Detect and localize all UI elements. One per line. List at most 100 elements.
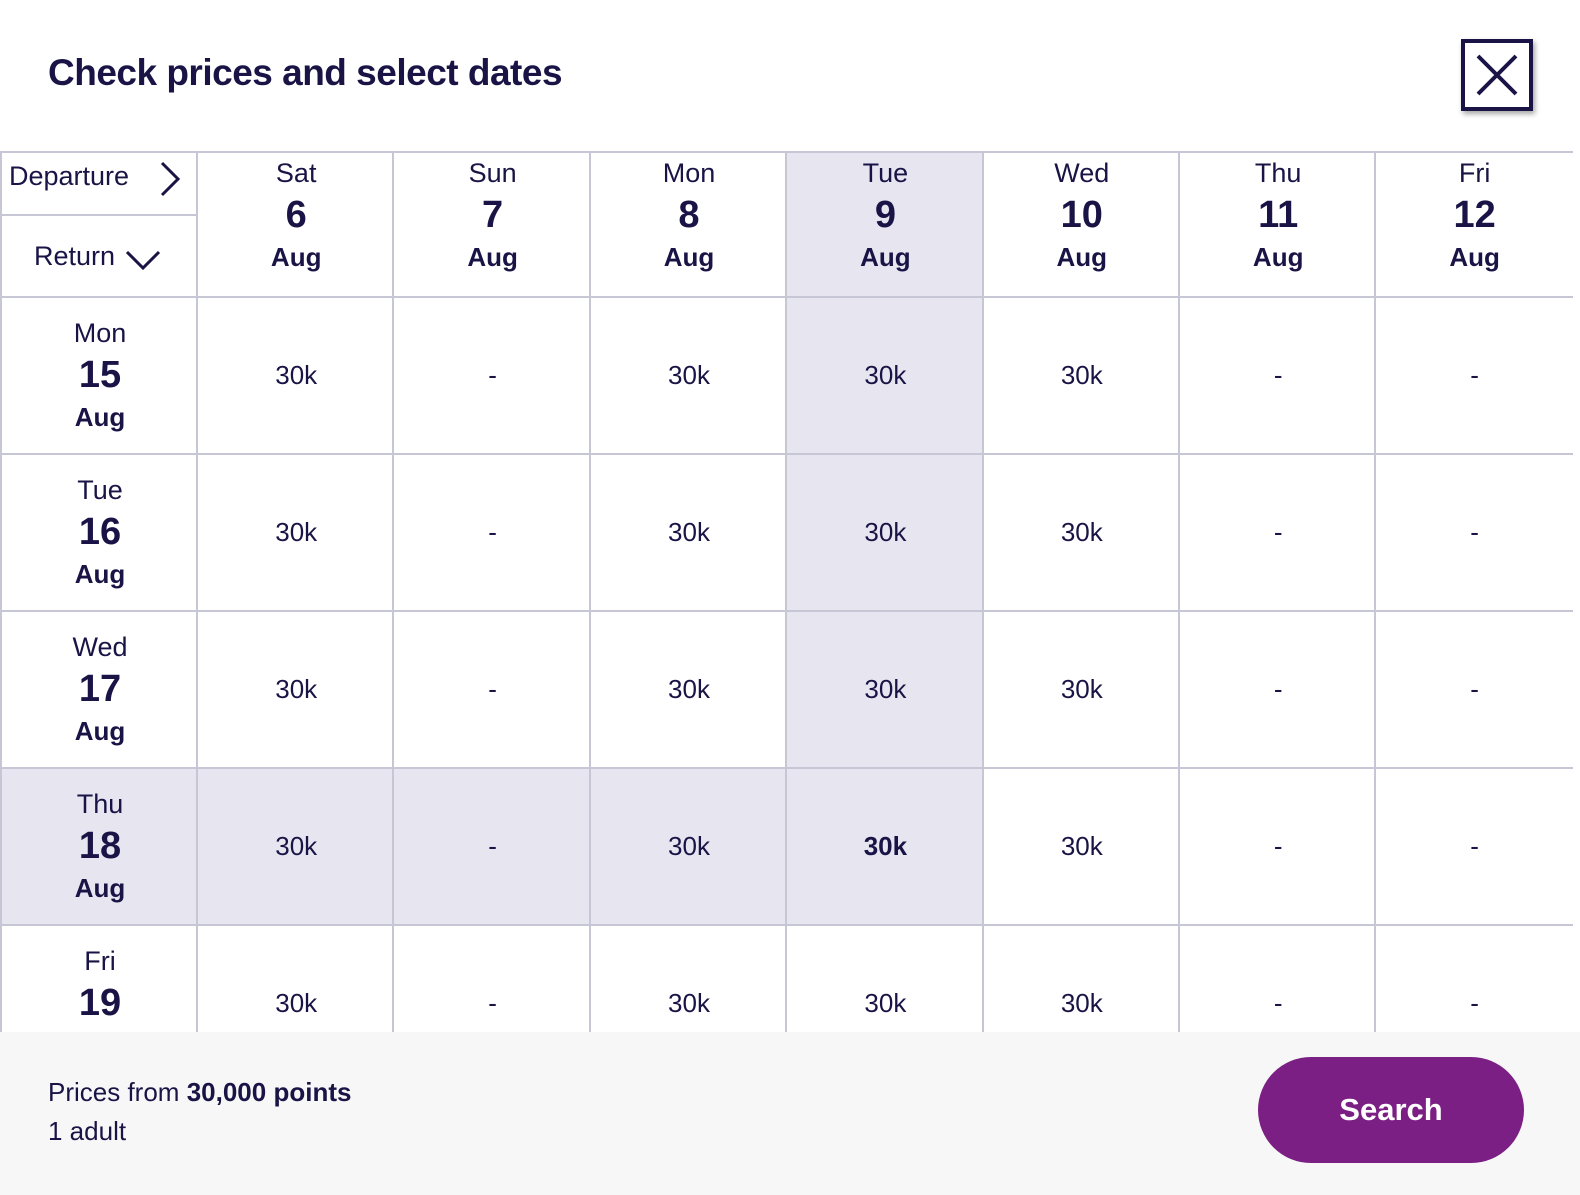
price-value: 30k (863, 831, 908, 861)
price-cell[interactable]: 30k (785, 924, 984, 1032)
date-label: 17 (78, 668, 122, 710)
price-cell[interactable]: 30k (588, 767, 788, 926)
return-label: Return (34, 241, 116, 271)
departure-date-header: Sun 7 Aug (392, 151, 591, 298)
price-cell[interactable]: - (1374, 767, 1573, 926)
price-cell[interactable]: 30k (981, 453, 1180, 612)
price-cell[interactable]: 30k (588, 924, 788, 1032)
price-value: - (488, 360, 497, 390)
price-cell[interactable]: - (392, 296, 591, 455)
price-cell[interactable]: 30k (785, 610, 984, 769)
price-cell[interactable]: - (1374, 924, 1573, 1032)
price-value: 30k (1060, 988, 1103, 1018)
month-label: Aug (74, 559, 126, 589)
price-value: 30k (864, 517, 907, 547)
price-cell[interactable]: 30k (785, 296, 984, 455)
date-label: 8 (678, 194, 700, 236)
date-label: 18 (78, 825, 122, 867)
price-cell[interactable]: 30k (196, 453, 395, 612)
price-value: - (1470, 674, 1479, 704)
price-cell[interactable]: - (1178, 453, 1377, 612)
close-icon (1476, 54, 1518, 96)
price-cell[interactable]: - (1178, 767, 1377, 926)
price-cell[interactable]: 30k (196, 610, 395, 769)
day-label: Wed (72, 632, 128, 662)
price-cell[interactable]: - (1374, 610, 1573, 769)
day-label: Mon (73, 318, 127, 348)
price-cell[interactable]: 30k (785, 453, 984, 612)
day-label: Wed (1054, 158, 1110, 188)
price-cell[interactable]: - (392, 453, 591, 612)
month-label: Aug (1056, 242, 1108, 272)
price-value: 30k (1060, 674, 1103, 704)
day-label: Thu (1254, 158, 1302, 188)
price-value: - (1470, 831, 1479, 861)
price-cell[interactable]: - (1374, 453, 1573, 612)
price-value: - (1470, 517, 1479, 547)
month-label: Aug (74, 873, 126, 903)
price-value: - (1273, 360, 1283, 390)
price-value: 30k (1060, 831, 1103, 861)
price-cell[interactable]: 30k (981, 610, 1180, 769)
price-value: 30k (1060, 360, 1103, 390)
departure-date-header: Tue 9 Aug (785, 151, 984, 298)
price-cell[interactable]: - (392, 767, 591, 926)
price-value: - (488, 517, 497, 547)
month-label: Aug (860, 242, 911, 272)
price-cell[interactable]: 30k (196, 924, 395, 1032)
passenger-count: 1 adult (48, 1116, 127, 1146)
price-grid: Departure Return Sat 6 Aug Sun 7 Aug Mon 8 Aug Tu… (0, 151, 1573, 1032)
month-label: Aug (74, 716, 126, 746)
price-value: - (1273, 674, 1283, 704)
close-button[interactable] (1461, 39, 1533, 111)
price-value: 30k (275, 831, 318, 861)
price-cell[interactable]: - (392, 610, 591, 769)
price-cell[interactable]: 30k (196, 296, 395, 455)
price-cell[interactable]: - (1178, 610, 1377, 769)
price-value: - (1273, 831, 1283, 861)
search-button[interactable]: Search (1258, 1057, 1524, 1163)
departure-date-header: Wed 10 Aug (981, 151, 1180, 298)
price-value: 30k (275, 674, 318, 704)
month-label: Aug (1449, 242, 1500, 272)
departure-label: Departure (9, 161, 130, 191)
price-cell[interactable]: 30k (981, 924, 1180, 1032)
price-cell[interactable]: 30k (588, 453, 788, 612)
price-cell[interactable]: 30k (981, 296, 1180, 455)
departure-header: Departure (0, 151, 198, 216)
date-label: 11 (1258, 194, 1299, 236)
price-value: 30k (864, 360, 907, 390)
price-cell[interactable]: 30k (981, 767, 1180, 926)
return-date-header: Wed 17 Aug (0, 610, 198, 769)
dialog-title: Check prices and select dates (48, 52, 563, 93)
return-date-header: Tue 16 Aug (0, 453, 198, 612)
departure-date-header: Fri 12 Aug (1374, 151, 1573, 298)
price-value: 30k (275, 360, 318, 390)
return-date-header: Thu 18 Aug (0, 767, 198, 926)
price-cell[interactable]: 30k (785, 767, 984, 926)
date-label: 15 (78, 354, 122, 396)
month-label: Aug (270, 242, 322, 272)
date-label: 9 (874, 194, 896, 236)
price-cell[interactable]: - (1178, 924, 1377, 1032)
date-label: 6 (285, 194, 307, 236)
month-label: Aug (663, 242, 715, 272)
price-cell[interactable]: - (392, 924, 591, 1032)
month-label: Aug (74, 402, 126, 432)
departure-date-header: Mon 8 Aug (588, 151, 788, 298)
return-date-header: Mon 15 Aug (0, 296, 198, 455)
day-label: Thu (76, 789, 124, 819)
price-amount: 30,000 points (186, 1077, 352, 1107)
price-prefix: Prices from (48, 1077, 180, 1107)
price-cell[interactable]: - (1374, 296, 1573, 455)
price-cell[interactable]: 30k (588, 296, 788, 455)
day-label: Tue (77, 475, 123, 505)
price-value: - (1273, 988, 1283, 1018)
date-label: 10 (1060, 194, 1103, 236)
price-cell[interactable]: 30k (588, 610, 788, 769)
price-cell[interactable]: - (1178, 296, 1377, 455)
day-label: Fri (1458, 158, 1491, 188)
price-cell[interactable]: 30k (196, 767, 395, 926)
day-label: Mon (662, 158, 716, 188)
day-label: Tue (862, 158, 909, 188)
